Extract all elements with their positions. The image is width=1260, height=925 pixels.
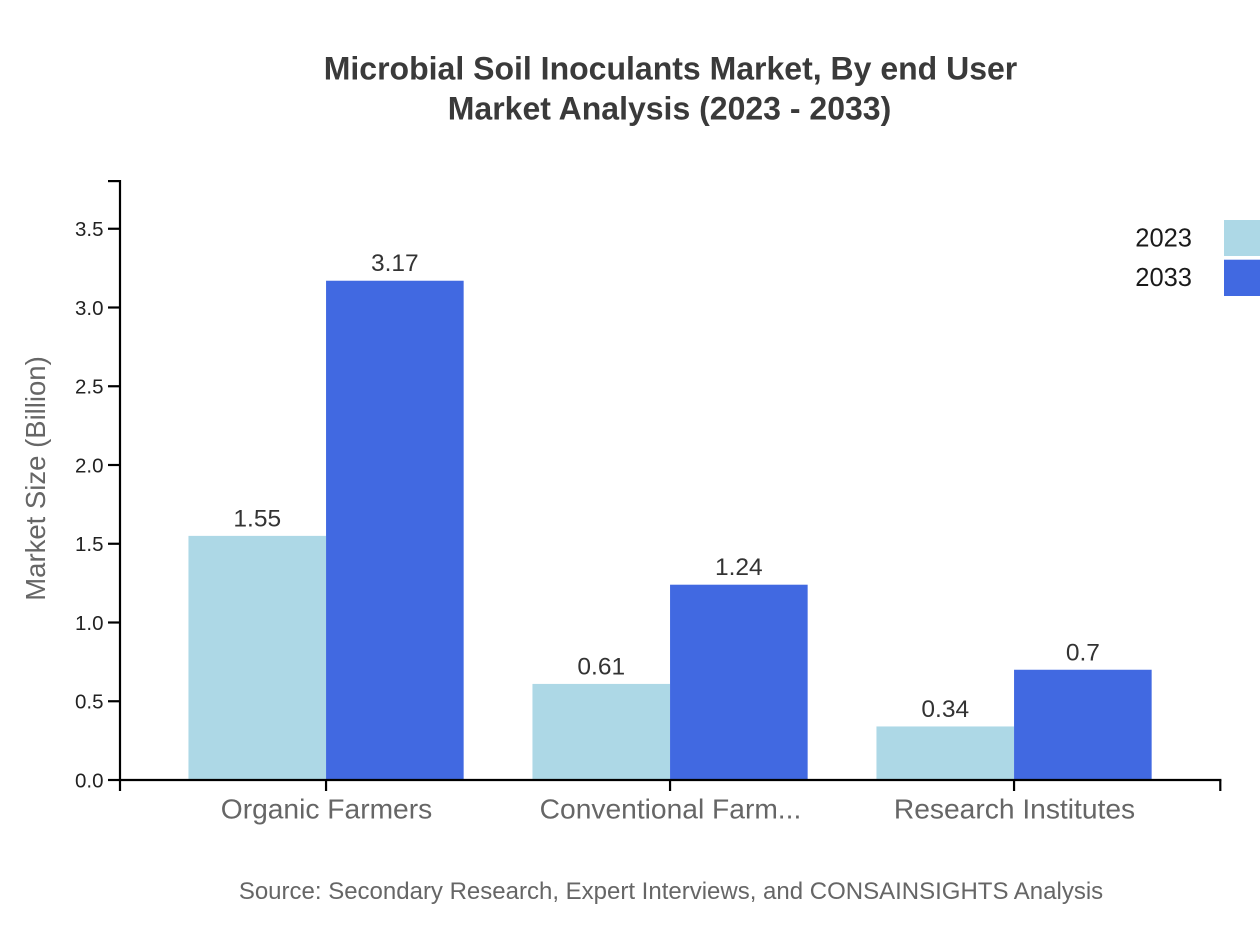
svg-text:0.34: 0.34 (921, 696, 969, 723)
svg-text:0.61: 0.61 (577, 653, 625, 680)
svg-text:1.55: 1.55 (233, 505, 281, 532)
svg-text:3.17: 3.17 (371, 250, 419, 277)
svg-text:Research Institutes: Research Institutes (894, 792, 1135, 824)
svg-text:Market Size (Billion): Market Size (Billion) (20, 356, 51, 601)
svg-text:2.5: 2.5 (75, 376, 104, 399)
svg-text:Source: Secondary Research, Ex: Source: Secondary Research, Expert Inter… (239, 878, 1103, 905)
svg-text:0.0: 0.0 (75, 769, 104, 792)
svg-text:Market Analysis (2023 - 2033): Market Analysis (2023 - 2033) (448, 90, 892, 126)
svg-text:3.5: 3.5 (75, 218, 104, 241)
svg-text:Microbial Soil Inoculants Mark: Microbial Soil Inoculants Market, By end… (324, 50, 1018, 86)
svg-text:0.5: 0.5 (75, 691, 104, 714)
svg-text:2023: 2023 (1135, 224, 1192, 252)
svg-text:1.5: 1.5 (75, 533, 104, 556)
svg-text:3.0: 3.0 (75, 297, 104, 320)
svg-text:1.24: 1.24 (715, 554, 763, 581)
svg-text:1.0: 1.0 (75, 612, 104, 635)
svg-text:Conventional Farm...: Conventional Farm... (540, 792, 802, 824)
svg-text:Organic Farmers: Organic Farmers (221, 792, 432, 824)
svg-text:0.7: 0.7 (1066, 639, 1100, 666)
svg-text:2033: 2033 (1135, 264, 1192, 292)
svg-text:2.0: 2.0 (75, 454, 104, 477)
